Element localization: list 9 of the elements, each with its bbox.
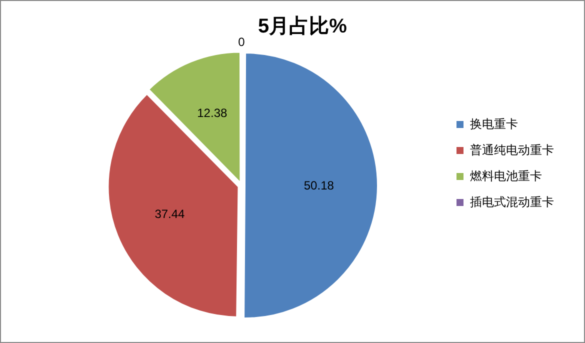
legend-label: 插电式混动重卡 (470, 194, 554, 209)
text: 0 (238, 34, 245, 49)
data-label: 37.44 (154, 206, 186, 221)
legend-label: 燃料电池重卡 (470, 168, 542, 183)
data-label: 50.18 (304, 178, 334, 192)
legend-label: 普通纯电动重卡 (470, 142, 554, 157)
chart-title: 5月占比% (258, 16, 348, 38)
legend-label: 换电重卡 (470, 116, 518, 131)
data-label: 12.38 (197, 106, 228, 120)
